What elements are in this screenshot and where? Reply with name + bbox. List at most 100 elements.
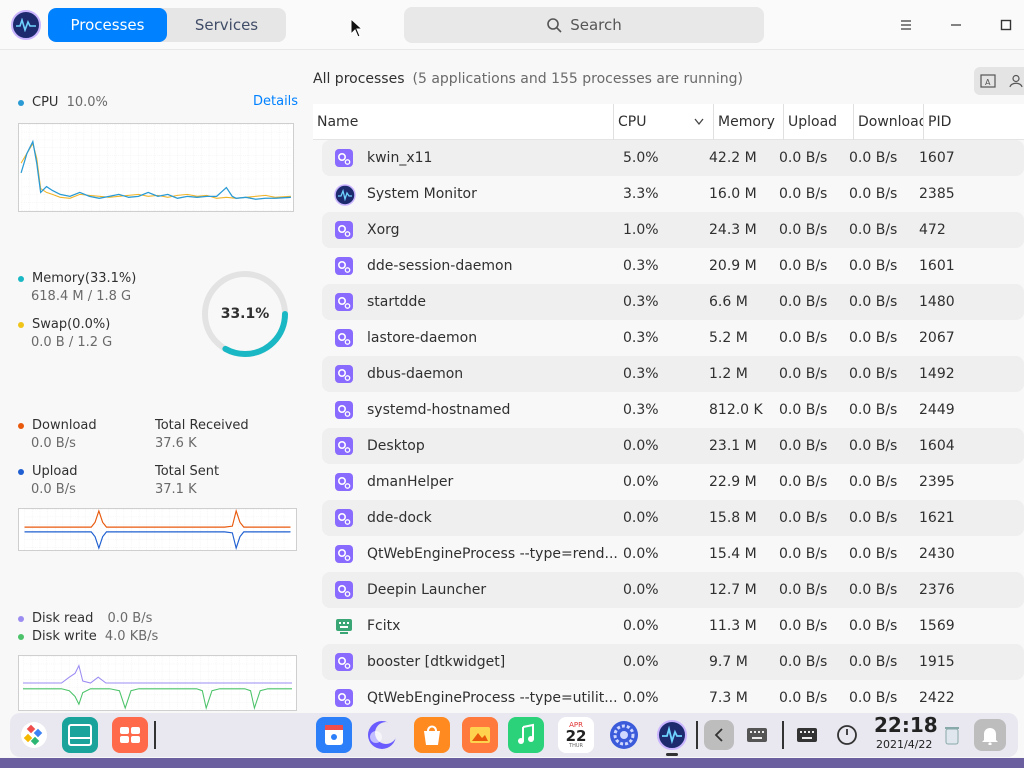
- power-icon: [837, 725, 857, 745]
- multitasking-icon[interactable]: [62, 717, 98, 753]
- cell-name: Desktop: [367, 438, 425, 454]
- cell-upload: 0.0 B/s: [779, 582, 828, 598]
- column-cpu[interactable]: CPU: [613, 104, 713, 140]
- cell-memory: 6.6 M: [709, 294, 748, 310]
- gear-icon: [334, 148, 354, 168]
- image-viewer-icon[interactable]: [462, 717, 498, 753]
- cell-cpu: 0.0%: [623, 582, 659, 598]
- app-view-button[interactable]: A: [974, 67, 1002, 95]
- table-row[interactable]: Xorg 1.0% 24.3 M 0.0 B/s 0.0 B/s 472: [322, 212, 1024, 248]
- cell-cpu: 3.3%: [623, 186, 659, 202]
- column-memory[interactable]: Memory: [713, 104, 783, 140]
- column-pid[interactable]: PID: [923, 104, 1024, 140]
- trash-icon[interactable]: [938, 720, 966, 750]
- search-input[interactable]: Search: [404, 7, 764, 43]
- app-store-icon[interactable]: [414, 717, 450, 753]
- gear-icon: [334, 544, 354, 564]
- clock-time[interactable]: 22:18: [874, 713, 938, 737]
- cpu-dot: [18, 99, 24, 106]
- table-row[interactable]: Fcitx 0.0% 11.3 M 0.0 B/s 0.0 B/s 1569: [322, 608, 1024, 644]
- table-row[interactable]: System Monitor 3.3% 16.0 M 0.0 B/s 0.0 B/s 23…: [322, 176, 1024, 212]
- cell-pid: 1607: [919, 150, 955, 166]
- user-icon: [1009, 74, 1023, 88]
- back-button[interactable]: [704, 720, 734, 750]
- cell-upload: 0.0 B/s: [779, 690, 828, 706]
- swap-label-group: Swap(0.0%): [18, 317, 110, 332]
- keyboard-icon: [747, 728, 767, 742]
- launcher-icon[interactable]: [16, 717, 52, 753]
- cell-memory: 15.8 M: [709, 510, 757, 526]
- tab-processes[interactable]: Processes: [48, 8, 167, 42]
- upload-dot: [18, 468, 24, 475]
- gear-icon: [334, 436, 354, 456]
- table-row[interactable]: startdde 0.3% 6.6 M 0.0 B/s 0.0 B/s 1480: [322, 284, 1024, 320]
- cell-name: startdde: [367, 294, 426, 310]
- table-row[interactable]: Desktop 0.0% 23.1 M 0.0 B/s 0.0 B/s 1604: [322, 428, 1024, 464]
- table-row[interactable]: kwin_x11 5.0% 42.2 M 0.0 B/s 0.0 B/s 1607: [322, 140, 1024, 176]
- menu-icon: [901, 20, 911, 30]
- column-upload[interactable]: Upload: [783, 104, 853, 140]
- cell-name: QtWebEngineProcess --type=utilit...: [367, 690, 617, 706]
- music-icon[interactable]: [508, 717, 544, 753]
- table-row[interactable]: lastore-daemon 0.3% 5.2 M 0.0 B/s 0.0 B/s 206…: [322, 320, 1024, 356]
- running-indicator: [666, 753, 678, 756]
- cell-memory: 16.0 M: [709, 186, 757, 202]
- control-center-icon[interactable]: [606, 717, 642, 753]
- details-link[interactable]: Details: [253, 94, 299, 109]
- table-row[interactable]: dde-session-daemon 0.3% 20.9 M 0.0 B/s 0.0 B…: [322, 248, 1024, 284]
- power-button[interactable]: [832, 720, 862, 750]
- cell-cpu: 0.3%: [623, 330, 659, 346]
- memory-label: Memory(33.1%): [32, 271, 137, 286]
- disk-graph: [18, 655, 297, 711]
- table-row[interactable]: Deepin Launcher 0.0% 12.7 M 0.0 B/s 0.0 B/s 2…: [322, 572, 1024, 608]
- cpu-value: 10.0%: [66, 95, 108, 110]
- cell-memory: 15.4 M: [709, 546, 757, 562]
- table-row[interactable]: dbus-daemon 0.3% 1.2 M 0.0 B/s 0.0 B/s 1492: [322, 356, 1024, 392]
- cell-memory: 5.2 M: [709, 330, 748, 346]
- calendar-day: 22: [565, 726, 587, 745]
- table-row[interactable]: booster [dtkwidget] 0.0% 9.7 M 0.0 B/s 0.0 B…: [322, 644, 1024, 680]
- system-monitor-dock-icon[interactable]: [654, 717, 690, 753]
- table-row[interactable]: systemd-hostnamed 0.3% 812.0 K 0.0 B/s 0.0 B…: [322, 392, 1024, 428]
- cell-name: System Monitor: [367, 186, 477, 202]
- keyboard-icon: [334, 616, 354, 636]
- disk-write-label: Disk write: [32, 629, 97, 644]
- cell-pid: 2385: [919, 186, 955, 202]
- system-monitor-icon[interactable]: [11, 10, 41, 40]
- cell-download: 0.0 B/s: [849, 330, 898, 346]
- menu-button[interactable]: [894, 13, 918, 37]
- cell-upload: 0.0 B/s: [779, 654, 828, 670]
- table-row[interactable]: QtWebEngineProcess --type=rend... 0.0% 15.…: [322, 536, 1024, 572]
- minimize-button[interactable]: [944, 13, 968, 37]
- table-row[interactable]: dmanHelper 0.0% 22.9 M 0.0 B/s 0.0 B/s 2395: [322, 464, 1024, 500]
- mouse-cursor-icon: [350, 17, 364, 42]
- cell-download: 0.0 B/s: [849, 186, 898, 202]
- calendar-icon[interactable]: APR 22 THUR: [558, 717, 594, 753]
- total-received-value: 37.6 K: [155, 436, 197, 451]
- tab-services[interactable]: Services: [194, 16, 259, 34]
- cell-name: Deepin Launcher: [367, 582, 487, 598]
- cpu-graph: [18, 123, 294, 212]
- column-download[interactable]: Download: [853, 104, 923, 140]
- browser-icon[interactable]: [364, 717, 400, 753]
- cell-cpu: 0.0%: [623, 654, 659, 670]
- notification-center-button[interactable]: [974, 719, 1006, 751]
- cpu-label-group: CPU 10.0%: [18, 95, 108, 110]
- table-row[interactable]: QtWebEngineProcess --type=utilit... 0.0% 7…: [322, 680, 1024, 711]
- mail-icon[interactable]: [316, 717, 352, 753]
- file-manager-icon[interactable]: [112, 717, 148, 753]
- maximize-button[interactable]: [994, 13, 1018, 37]
- calendar-month: APR: [569, 720, 583, 729]
- user-view-button[interactable]: [1002, 67, 1024, 95]
- column-name[interactable]: Name: [317, 114, 359, 130]
- cell-pid: 2395: [919, 474, 955, 490]
- table-row[interactable]: dde-dock 0.0% 15.8 M 0.0 B/s 0.0 B/s 1621: [322, 500, 1024, 536]
- cell-cpu: 0.0%: [623, 546, 659, 562]
- gear-icon: [334, 400, 354, 420]
- cell-upload: 0.0 B/s: [779, 186, 828, 202]
- disk-read-label: Disk read: [32, 611, 94, 626]
- onscreen-keyboard-button[interactable]: [742, 720, 772, 750]
- cell-name: QtWebEngineProcess --type=rend...: [367, 546, 617, 562]
- keyboard-layout-button[interactable]: [792, 720, 822, 750]
- cell-upload: 0.0 B/s: [779, 510, 828, 526]
